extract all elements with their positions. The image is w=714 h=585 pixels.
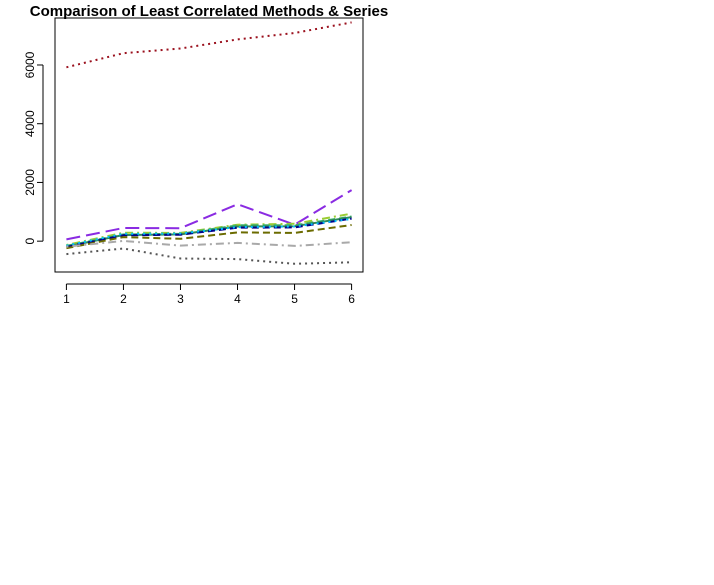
series-line-8	[66, 224, 352, 250]
series-line-10	[66, 247, 352, 265]
series-line-9	[66, 239, 352, 248]
chart-title: Comparison of Least Correlated Methods &…	[30, 3, 388, 20]
y-tick-label: 2000	[23, 169, 37, 196]
series-line-2	[66, 189, 353, 241]
x-tick-label: 2	[120, 292, 127, 306]
x-axis: 1 2 3 4 5 6	[63, 283, 355, 306]
x-tick-label: 6	[348, 292, 355, 306]
series-line-6	[66, 217, 352, 248]
x-tick-label: 4	[234, 292, 241, 306]
y-axis: 0 2000 4000 6000	[23, 51, 44, 245]
x-tick-label: 1	[63, 292, 70, 306]
series-line-1	[66, 21, 352, 69]
plot-frame	[54, 17, 364, 273]
x-tick-label: 5	[291, 292, 298, 306]
series-layer	[66, 21, 353, 265]
y-tick-label: 6000	[23, 51, 37, 78]
y-tick-label: 0	[23, 238, 37, 245]
x-tick-label: 3	[177, 292, 184, 306]
series-line-7	[66, 217, 352, 247]
y-tick-label: 4000	[23, 110, 37, 137]
